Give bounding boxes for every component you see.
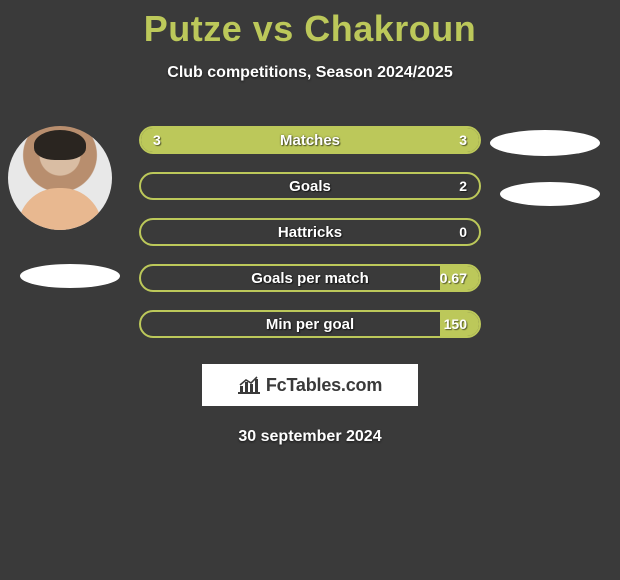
stat-label: Matches xyxy=(280,132,340,149)
subtitle: Club competitions, Season 2024/2025 xyxy=(0,64,620,82)
brand-box[interactable]: FcTables.com xyxy=(202,364,418,406)
page-title: Putze vs Chakroun xyxy=(0,0,620,50)
brand-chart-icon xyxy=(238,376,260,394)
stat-row: Hattricks 0 xyxy=(139,218,481,246)
stat-label: Hattricks xyxy=(278,224,342,241)
player-left-avatar xyxy=(8,126,112,230)
avatar-torso xyxy=(18,188,102,230)
player-right-avatar-placeholder xyxy=(490,130,600,156)
stat-value-right: 150 xyxy=(444,316,467,332)
stat-label: Goals xyxy=(289,178,331,195)
brand-text: FcTables.com xyxy=(266,375,382,396)
stat-label: Min per goal xyxy=(266,316,354,333)
stat-row: 3 Matches 3 xyxy=(139,126,481,154)
player-left-name-placeholder xyxy=(20,264,120,288)
stat-value-right: 0.67 xyxy=(440,270,467,286)
stat-row: Goals per match 0.67 xyxy=(139,264,481,292)
date-line: 30 september 2024 xyxy=(0,428,620,446)
avatar-hair xyxy=(34,130,86,160)
stat-value-right: 3 xyxy=(459,132,467,148)
stat-value-left: 3 xyxy=(153,132,161,148)
stat-value-right: 2 xyxy=(459,178,467,194)
player-right-name-placeholder xyxy=(500,182,600,206)
stat-row: Min per goal 150 xyxy=(139,310,481,338)
stat-row: Goals 2 xyxy=(139,172,481,200)
stat-value-right: 0 xyxy=(459,224,467,240)
stat-label: Goals per match xyxy=(251,270,369,287)
